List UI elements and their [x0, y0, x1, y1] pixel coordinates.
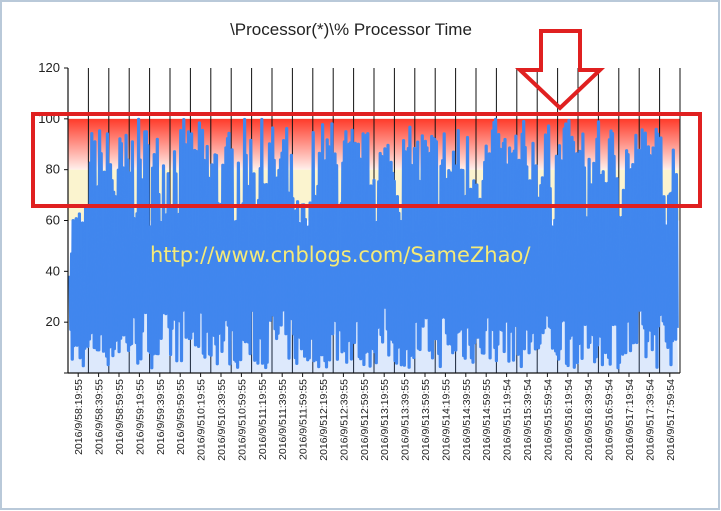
x-tick-label: 2016/9/512:19:55 [318, 379, 330, 461]
x-tick-label: 2016/9/58:39:55 [94, 379, 106, 455]
y-tick-label: 120 [38, 60, 60, 75]
x-tick-label: 2016/9/59:19:55 [134, 379, 146, 455]
x-tick-label: 2016/9/58:59:55 [114, 379, 126, 455]
x-tick-label: 2016/9/59:39:55 [155, 379, 167, 455]
x-tick-label: 2016/9/514:59:55 [481, 379, 493, 461]
y-tick-label: 20 [46, 314, 60, 329]
x-tick-label: 2016/9/513:39:55 [400, 379, 412, 461]
x-axis-ticks: 2016/9/58:19:55 2016/9/58:39:55 2016/9/58:… [73, 373, 677, 461]
cpu-series-line [68, 117, 679, 370]
x-tick-label: 2016/9/512:39:55 [338, 379, 350, 461]
x-tick-label: 2016/9/516:19:54 [563, 379, 575, 461]
y-tick-label: 40 [46, 263, 60, 278]
x-tick-label: 2016/9/511:19:55 [257, 379, 269, 460]
y-tick-label: 80 [46, 162, 60, 177]
x-tick-label: 2016/9/511:59:55 [298, 379, 310, 460]
x-tick-label: 2016/9/515:39:54 [522, 379, 534, 461]
x-tick-label: 2016/9/516:59:54 [604, 379, 616, 461]
x-tick-label: 2016/9/515:19:54 [502, 379, 514, 461]
highlight-box [31, 112, 702, 208]
x-tick-label: 2016/9/515:59:54 [542, 379, 554, 461]
x-tick-label: 2016/9/513:59:55 [420, 379, 432, 461]
x-tick-label: 2016/9/513:19:55 [379, 379, 391, 461]
x-tick-label: 2016/9/517:59:54 [665, 379, 677, 461]
x-tick-label: 2016/9/510:59:55 [236, 379, 248, 461]
watermark-text: http://www.cnblogs.com/SameZhao/ [150, 243, 531, 267]
x-tick-label: 2016/9/517:39:54 [644, 379, 656, 461]
x-tick-label: 2016/9/58:19:55 [73, 379, 85, 455]
x-tick-label: 2016/9/514:39:55 [461, 379, 473, 461]
x-tick-label: 2016/9/517:19:54 [624, 379, 636, 461]
cpu-series [68, 117, 679, 373]
x-tick-label: 2016/9/516:39:54 [583, 379, 595, 461]
annotations [31, 29, 702, 208]
down-arrow-icon [514, 29, 606, 111]
x-tick-label: 2016/9/510:39:55 [216, 379, 228, 461]
x-tick-label: 2016/9/511:39:55 [277, 379, 289, 460]
cpu-series-area [70, 119, 678, 373]
x-tick-label: 2016/9/59:59:55 [175, 379, 187, 455]
chart-title: \Processor(*)\% Processor Time [230, 20, 472, 39]
x-tick-label: 2016/9/514:19:55 [440, 379, 452, 461]
y-tick-label: 60 [46, 213, 60, 228]
x-tick-label: 2016/9/512:59:55 [359, 379, 371, 461]
x-tick-label: 2016/9/510:19:55 [196, 379, 208, 461]
